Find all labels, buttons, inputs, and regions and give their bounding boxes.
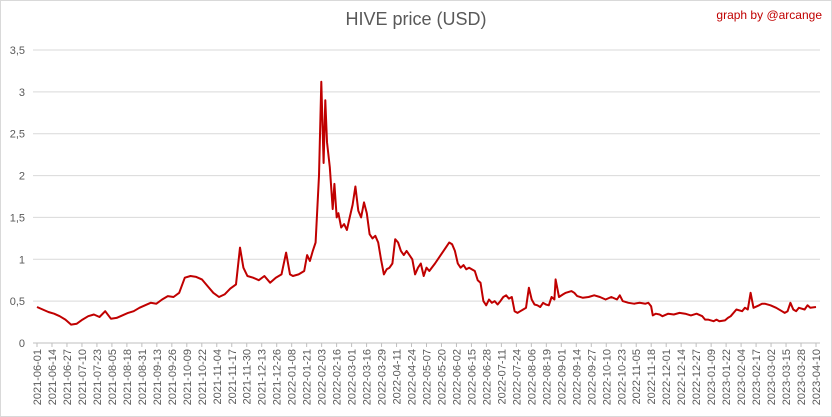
x-tick-label: 2022-06-02	[451, 349, 463, 405]
x-tick-label: 2021-12-13	[257, 349, 269, 405]
x-tick-label: 2022-07-24	[511, 349, 523, 405]
x-tick-label: 2022-05-20	[436, 349, 448, 405]
x-tick-label: 2021-06-14	[47, 349, 59, 405]
x-tick-label: 2021-06-27	[62, 349, 74, 405]
x-tick-label: 2022-10-23	[616, 349, 628, 405]
x-tick-label: 2022-08-19	[541, 349, 553, 405]
y-tick-label: 1	[19, 254, 25, 266]
x-tick-label: 2021-09-13	[152, 349, 164, 405]
x-tick-label: 2023-02-17	[751, 349, 763, 405]
x-tick-label: 2022-02-16	[332, 349, 344, 405]
series-layer	[36, 80, 817, 326]
chart-credit: graph by @arcange	[716, 8, 822, 22]
x-tick-label: 2021-10-22	[197, 349, 209, 405]
x-tick-label: 2022-12-01	[661, 349, 673, 405]
price-series-line	[36, 80, 817, 326]
x-tick-label: 2022-08-06	[526, 349, 538, 405]
x-tick-label: 2021-06-01	[32, 349, 44, 405]
x-tick-label: 2022-09-14	[571, 349, 583, 405]
x-tick-label: 2022-09-27	[586, 349, 598, 405]
x-tick-label: 2022-03-29	[377, 349, 389, 405]
gridlines	[33, 49, 820, 344]
x-tick-label: 2021-11-04	[212, 349, 224, 404]
x-tick-label: 2021-10-09	[182, 349, 194, 405]
x-tick-label: 2022-01-08	[287, 349, 299, 405]
x-tick-label: 2022-12-14	[676, 349, 688, 405]
y-axis-ticks: 0 0,5 1 1,5 2 2,5 3 3,5	[10, 45, 25, 350]
x-tick-label: 2022-03-01	[347, 349, 359, 405]
x-tick-label: 2021-07-10	[77, 349, 89, 405]
x-tick-label: 2022-02-03	[317, 349, 329, 405]
x-tick-label: 2022-04-11	[392, 349, 404, 404]
x-tick-label: 2023-03-02	[766, 349, 778, 405]
x-tick-label: 2023-01-22	[721, 349, 733, 405]
chart-title: HIVE price (USD)	[345, 9, 487, 29]
x-tick-label: 2021-08-18	[122, 349, 134, 405]
y-tick-label: 0	[19, 338, 25, 350]
x-tick-label: 2022-06-28	[481, 349, 493, 405]
x-tick-label: 2023-01-09	[706, 349, 718, 405]
x-tick-label: 2022-12-27	[691, 349, 703, 405]
x-tick-label: 2021-11-17	[227, 349, 239, 404]
x-tick-label: 2021-12-26	[272, 349, 284, 405]
x-tick-label: 2021-08-05	[107, 349, 119, 405]
x-tick-label: 2021-08-31	[137, 349, 149, 405]
y-tick-label: 3	[19, 87, 25, 99]
x-tick-label: 2023-04-10	[811, 349, 823, 405]
x-tick-label: 2022-07-11	[496, 349, 508, 404]
x-tick-label: 2022-11-05	[631, 349, 643, 404]
x-tick-label: 2023-02-04	[736, 349, 748, 405]
y-tick-label: 2,5	[10, 129, 25, 141]
y-tick-label: 2	[19, 171, 25, 183]
x-tick-label: 2021-09-26	[167, 349, 179, 405]
x-tick-label: 2022-11-18	[646, 349, 658, 404]
x-tick-label: 2022-05-07	[422, 349, 434, 405]
x-tick-label: 2022-06-15	[466, 349, 478, 405]
x-tick-label: 2022-04-24	[407, 349, 419, 405]
y-tick-label: 3,5	[10, 45, 25, 57]
x-tick-label: 2021-07-23	[92, 349, 104, 405]
y-tick-label: 0,5	[10, 296, 25, 308]
x-axis-ticks: 2021-06-01 2021-06-14 2021-06-27 2021-07-10…	[32, 343, 823, 405]
x-tick-label: 2022-09-01	[556, 349, 568, 405]
x-tick-label: 2022-03-16	[362, 349, 374, 405]
x-tick-label: 2021-11-30	[242, 349, 254, 404]
x-tick-label: 2022-01-21	[302, 349, 314, 405]
y-tick-label: 1,5	[10, 212, 25, 224]
x-tick-label: 2023-03-28	[796, 349, 808, 405]
x-tick-label: 2023-03-15	[781, 349, 793, 405]
x-tick-label: 2022-10-10	[601, 349, 613, 405]
